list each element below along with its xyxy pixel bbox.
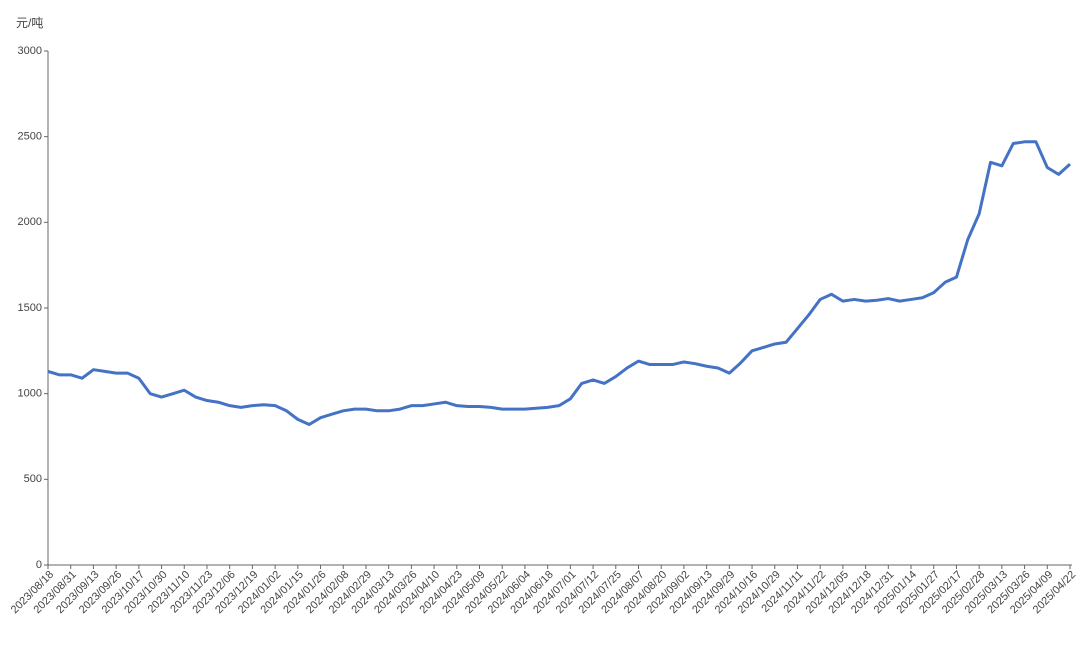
y-tick-label: 0	[36, 559, 42, 571]
line	[47, 140, 1072, 427]
y-tick-label: 2500	[18, 131, 42, 143]
y-axis-label: 元/吨	[16, 16, 43, 30]
y-tick-label: 1000	[18, 388, 42, 400]
y-tick-label: 1500	[18, 302, 42, 314]
y-tick-label: 2000	[18, 216, 42, 228]
y-tick-label: 500	[24, 473, 42, 485]
y-tick-label: 3000	[18, 45, 42, 57]
